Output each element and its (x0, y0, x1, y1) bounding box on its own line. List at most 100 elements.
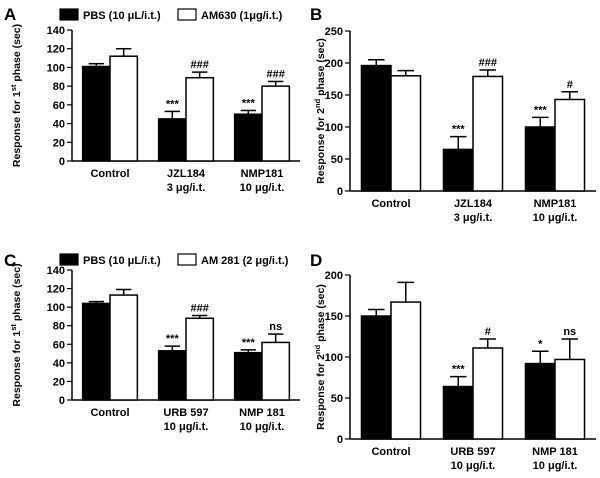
bar-group: *** ns NMP 181 10 μg/i.t. (233, 321, 291, 433)
y-tick-label: 0 (59, 156, 65, 168)
panel-letter: B (310, 5, 322, 24)
y-tick-label: 40 (53, 358, 65, 370)
bar-group: Control (81, 47, 139, 180)
bar (442, 148, 474, 192)
significance-label: *** (166, 98, 180, 110)
bar-group: *** # NMP181 10 μg/i.t. (524, 79, 586, 224)
bar (185, 76, 215, 162)
y-axis-label-superscript: nd (313, 98, 322, 108)
y-axis-label-main: Response for 1 (11, 91, 23, 167)
x-category-sublabel: 10 μg/i.t. (240, 421, 285, 433)
y-tick-label: 150 (325, 311, 343, 323)
legend: PBS (10 μL/i.t.) AM 281 (2 μg/i.t.) (59, 253, 289, 267)
bar-group: *** # URB 597 10 μg/i.t. (442, 326, 504, 472)
x-category-sublabel: 10 μg/i.t. (533, 460, 578, 472)
bar (524, 126, 556, 192)
y-tick-label: 80 (53, 321, 65, 333)
y-tick-label: 0 (337, 434, 343, 446)
y-axis-label-tail: phase (sec) (315, 38, 327, 99)
x-category-label: JZL184 (167, 168, 206, 180)
panel-b: B Response for 2nd phase (sec) 0 50 100 150 20… (310, 5, 596, 224)
y-axis-label: Response for 1st phase (sec) (9, 263, 24, 406)
bar-group: Control (360, 281, 422, 458)
y-axis-label: Response for 2nd phase (sec) (313, 38, 328, 184)
bar (233, 113, 263, 162)
x-category-label: URB 597 (450, 446, 495, 458)
x-category-label: NMP181 (241, 168, 284, 180)
y-tick-label: 140 (47, 265, 65, 277)
significance-label: # (485, 326, 491, 338)
y-tick-label: 0 (59, 395, 65, 407)
y-tick-label: 140 (47, 25, 65, 37)
y-axis-label-superscript: nd (313, 344, 322, 354)
significance-label: ### (267, 68, 285, 80)
bar-group: Control (81, 288, 139, 419)
y-tick-label: 150 (325, 90, 343, 102)
x-category-label: NMP 181 (532, 446, 578, 458)
significance-label: ### (191, 303, 209, 315)
x-category-label: NMP 181 (239, 407, 285, 419)
y-axis-label-tail: phase (sec) (315, 284, 327, 345)
y-tick-label: 100 (325, 122, 343, 134)
y-tick-label: 50 (331, 154, 343, 166)
bar (109, 55, 139, 162)
panel-letter: C (4, 251, 16, 270)
significance-label: *** (452, 364, 466, 376)
y-tick-label: 100 (325, 352, 343, 364)
bar-group: *** ### JZL184 3 μg/i.t. (157, 59, 215, 194)
legend-label: PBS (10 μL/i.t.) (83, 255, 161, 267)
y-tick-label: 120 (47, 44, 65, 56)
bar (360, 315, 392, 440)
x-category-label: Control (371, 198, 410, 210)
legend-swatch (177, 253, 197, 266)
y-tick-label: 60 (53, 100, 65, 112)
x-category-sublabel: 3 μg/i.t. (167, 182, 206, 194)
bar (157, 350, 187, 401)
significance-label: # (567, 79, 573, 91)
bar (390, 75, 422, 192)
bar-group: *** ### NMP181 10 μg/i.t. (233, 68, 291, 194)
legend-label: AM 281 (2 μg/i.t.) (201, 255, 289, 267)
bar (233, 351, 263, 401)
bar-group: Control (360, 59, 422, 210)
bar (81, 65, 111, 162)
bar (109, 294, 139, 401)
y-tick-label: 200 (325, 270, 343, 282)
x-category-sublabel: 3 μg/i.t. (454, 212, 493, 224)
y-tick-label: 250 (325, 26, 343, 38)
y-axis-label: Response for 1st phase (sec) (9, 24, 24, 167)
significance-label: *** (242, 337, 256, 349)
bar (360, 64, 392, 192)
bar (554, 98, 586, 192)
x-category-label: URB 597 (163, 407, 208, 419)
y-tick-label: 40 (53, 119, 65, 131)
x-category-label: Control (90, 407, 129, 419)
y-tick-label: 100 (47, 302, 65, 314)
y-axis-label-tail: phase (sec) (11, 263, 23, 324)
legend-swatch (59, 8, 79, 21)
significance-label: ### (191, 59, 209, 71)
panel-a: A PBS (10 μL/i.t.) AM630 (1μg/i.t.) Respons… (4, 5, 300, 194)
y-axis-label: Response for 2nd phase (sec) (313, 284, 328, 430)
significance-label: *** (242, 97, 256, 109)
significance-label: *** (166, 333, 180, 345)
panel-letter: A (4, 5, 16, 24)
y-axis-label-main: Response for 2 (315, 108, 327, 184)
bar-group: * ns NMP 181 10 μg/i.t. (524, 326, 586, 472)
y-axis-label-superscript: st (9, 84, 18, 91)
legend-swatch (59, 253, 79, 266)
x-category-sublabel: 10 μg/i.t. (164, 421, 209, 433)
legend-label: AM630 (1μg/i.t.) (201, 10, 283, 22)
significance-label: * (538, 338, 543, 350)
y-axis-label-main: Response for 1 (11, 331, 23, 407)
legend: PBS (10 μL/i.t.) AM630 (1μg/i.t.) (59, 8, 283, 22)
bar (157, 118, 187, 162)
y-tick-label: 50 (331, 393, 343, 405)
significance-label: ns (269, 321, 282, 333)
x-category-sublabel: 10 μg/i.t. (240, 182, 285, 194)
significance-label: ns (563, 326, 576, 338)
y-tick-label: 0 (337, 186, 343, 198)
y-tick-label: 80 (53, 81, 65, 93)
bar (261, 85, 291, 162)
bar-group: *** ### JZL184 3 μg/i.t. (442, 57, 504, 224)
